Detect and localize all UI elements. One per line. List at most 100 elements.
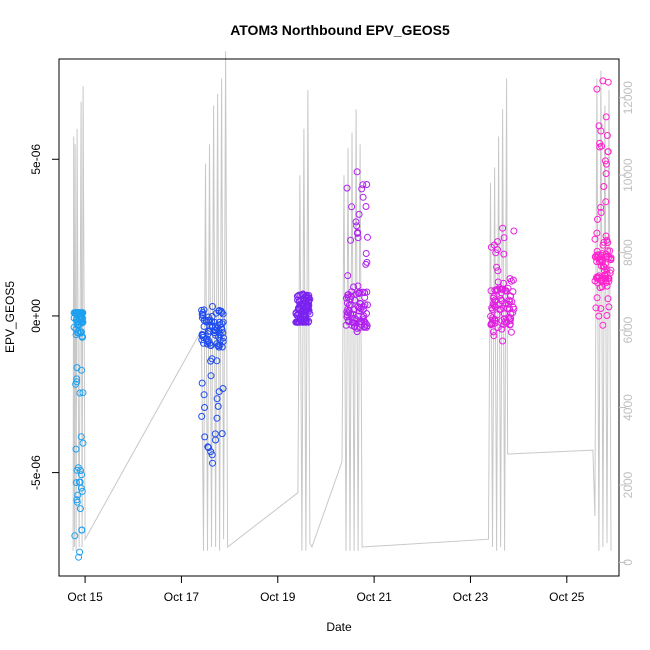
epv-point xyxy=(348,314,356,322)
epv-point xyxy=(344,291,352,298)
epv-point xyxy=(354,312,362,320)
x-tick-label: Oct 21 xyxy=(356,590,392,604)
epv-point xyxy=(78,487,86,495)
epv-point xyxy=(602,170,610,178)
x-axis: Oct 15 Oct 17 Oct 19 Oct 21 Oct 23 Oct 25 xyxy=(67,576,585,604)
epv-point xyxy=(489,300,497,308)
y-tick-label: 5e-06 xyxy=(29,144,43,175)
epv-point xyxy=(600,267,608,275)
y2-tick-label: 6000 xyxy=(621,316,635,343)
epv-point xyxy=(597,203,605,211)
epv-point xyxy=(500,250,508,258)
epv-point xyxy=(345,309,353,317)
epv-point xyxy=(351,296,359,304)
epv-point xyxy=(364,301,371,309)
epv-point xyxy=(353,168,361,176)
epv-point xyxy=(494,267,502,275)
epv-point xyxy=(507,328,515,336)
epv-point xyxy=(600,183,608,190)
epv-point xyxy=(352,218,360,226)
epv-point xyxy=(215,388,223,396)
epv-point xyxy=(487,321,495,329)
y-axis-label: EPV_GEOS5 xyxy=(3,281,17,353)
epv-point xyxy=(601,260,609,268)
epv-point xyxy=(74,329,82,337)
right-y-axis: 0 2000 4000 6000 8000 10000 12000 xyxy=(619,81,635,566)
epv-point xyxy=(76,478,84,486)
epv-point xyxy=(218,343,226,351)
epv-point xyxy=(355,210,363,218)
epv-point xyxy=(504,284,512,292)
epv-point xyxy=(359,193,367,201)
epv-point xyxy=(215,318,223,326)
epv-point xyxy=(605,303,613,311)
epv-point xyxy=(75,309,83,317)
y2-tick-label: 0 xyxy=(621,559,635,566)
epv-point xyxy=(602,277,610,285)
epv-point xyxy=(342,321,350,329)
epv-point xyxy=(354,282,362,290)
x-tick-label: Oct 23 xyxy=(453,590,489,604)
epv-point xyxy=(594,215,601,223)
epv-point xyxy=(593,273,601,281)
epv-point xyxy=(596,143,604,151)
epv-point xyxy=(79,318,87,326)
epv-point xyxy=(601,157,609,165)
epv-point xyxy=(363,288,371,296)
epv-point xyxy=(75,322,82,330)
epv-point xyxy=(361,301,369,309)
epv-point xyxy=(591,235,599,243)
epv-point xyxy=(602,198,610,206)
chart-title: ATOM3 Northbound EPV_GEOS5 xyxy=(230,22,450,38)
epv-point xyxy=(215,343,223,351)
epv-point xyxy=(356,288,364,296)
epv-point xyxy=(209,459,216,467)
epv-point xyxy=(602,232,610,240)
epv-point xyxy=(593,85,601,93)
y2-tick-label: 4000 xyxy=(621,394,635,421)
epv-point xyxy=(494,324,502,332)
epv-point xyxy=(603,253,611,261)
x-tick-label: Oct 17 xyxy=(164,590,200,604)
epv-point xyxy=(493,285,501,293)
epv-point xyxy=(364,233,371,241)
epv-point xyxy=(607,255,615,263)
epv-point xyxy=(198,336,206,344)
epv-point xyxy=(490,332,498,340)
epv-point xyxy=(501,318,509,326)
epv-point xyxy=(499,224,507,232)
epv-point xyxy=(363,181,371,188)
epv-point xyxy=(505,300,512,308)
epv-point xyxy=(201,404,208,411)
epv-point xyxy=(592,252,600,260)
epv-point xyxy=(79,439,87,447)
epv-point xyxy=(219,310,227,318)
epv-point xyxy=(490,293,498,301)
epv-point xyxy=(212,436,219,444)
epv-point xyxy=(210,329,218,337)
epv-points-layer xyxy=(70,77,615,561)
epv-point xyxy=(219,329,227,337)
epv-point xyxy=(347,301,355,309)
epv-point xyxy=(73,466,81,474)
epv-point xyxy=(359,302,367,310)
epv-point xyxy=(213,414,221,422)
epv-point xyxy=(204,336,212,344)
epv-point xyxy=(593,229,601,237)
epv-point xyxy=(510,227,518,235)
epv-point xyxy=(79,309,87,317)
epv-point xyxy=(208,312,216,320)
epv-point xyxy=(595,312,603,320)
x-tick-label: Oct 25 xyxy=(549,590,585,604)
epv-point xyxy=(201,433,209,441)
epv-point xyxy=(294,296,302,304)
epv-point xyxy=(353,316,360,324)
epv-point xyxy=(487,312,495,320)
epv-point xyxy=(213,395,221,403)
epv-point xyxy=(343,311,351,319)
epv-point xyxy=(353,222,361,230)
y2-tick-label: 12000 xyxy=(621,81,635,115)
epv-point xyxy=(198,379,206,387)
epv-point xyxy=(72,445,80,453)
epv-point xyxy=(73,498,81,506)
